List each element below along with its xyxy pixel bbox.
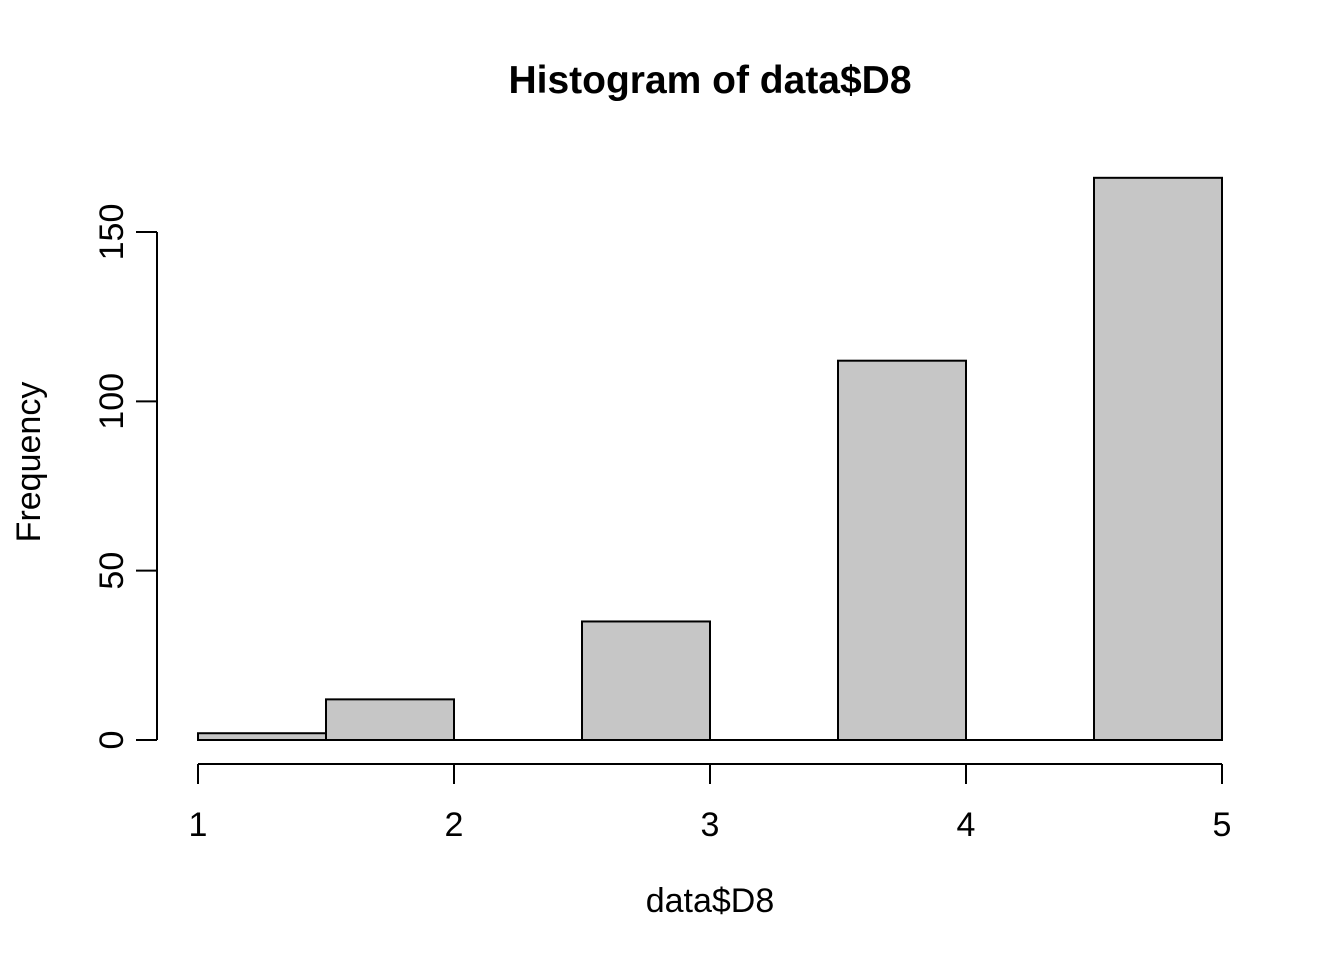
y-tick-label: 100 [93, 373, 131, 430]
histogram-bar [837, 359, 967, 741]
y-tick-label: 50 [93, 552, 131, 590]
x-tick-label: 3 [701, 806, 720, 844]
x-tick-label: 5 [1213, 806, 1232, 844]
histogram-bar [325, 698, 455, 741]
x-axis-label: data$D8 [646, 882, 775, 920]
x-tick-label: 2 [445, 806, 464, 844]
histogram-bar [197, 732, 327, 742]
x-tick-label: 4 [957, 806, 976, 844]
y-axis-label: Frequency [10, 382, 48, 543]
histogram-bar [1093, 176, 1223, 741]
bars-group [197, 176, 1223, 742]
chart-title: Histogram of data$D8 [508, 59, 911, 102]
x-tick-label: 1 [189, 806, 208, 844]
axes-group: 0 50 100 150 1 2 3 4 5 [93, 204, 1231, 844]
y-tick-label: 0 [93, 731, 131, 750]
y-tick-label: 150 [93, 204, 131, 261]
histogram-bar [581, 620, 711, 742]
